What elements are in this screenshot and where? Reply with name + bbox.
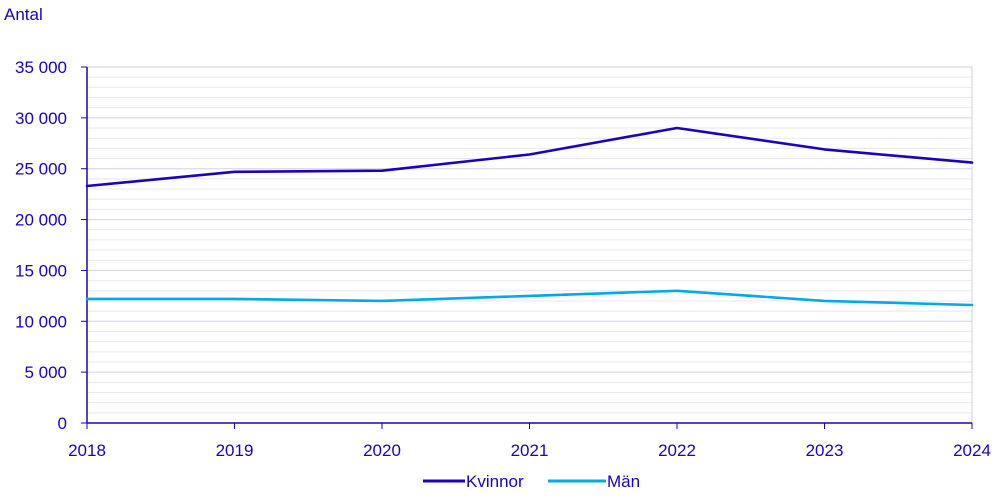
y-tick-label: 5 000	[24, 363, 67, 382]
x-tick-label: 2021	[511, 441, 549, 460]
legend-label: Kvinnor	[466, 472, 524, 491]
y-tick-label: 35 000	[15, 58, 67, 77]
y-axis-title: Antal	[4, 5, 43, 24]
x-tick-label: 2020	[363, 441, 401, 460]
x-tick-label: 2024	[953, 441, 991, 460]
y-tick-label: 20 000	[15, 211, 67, 230]
y-tick-label: 30 000	[15, 109, 67, 128]
x-tick-label: 2023	[806, 441, 844, 460]
y-tick-label: 15 000	[15, 261, 67, 280]
x-tick-label: 2022	[658, 441, 696, 460]
y-tick-label: 10 000	[15, 312, 67, 331]
legend: Kvinnor Män	[423, 472, 640, 491]
series	[85, 126, 974, 307]
x-tick-label: 2018	[68, 441, 106, 460]
axes: 0 5 000 10 000 15 000 20 000 25 000 30 000 35 0…	[15, 58, 991, 460]
x-tick-label: 2019	[216, 441, 254, 460]
legend-label: Män	[607, 472, 640, 491]
y-tick-label: 25 000	[15, 160, 67, 179]
y-tick-label: 0	[58, 414, 67, 433]
series-line-1	[85, 289, 974, 307]
grid	[87, 66, 973, 423]
series-line-0	[85, 126, 974, 188]
